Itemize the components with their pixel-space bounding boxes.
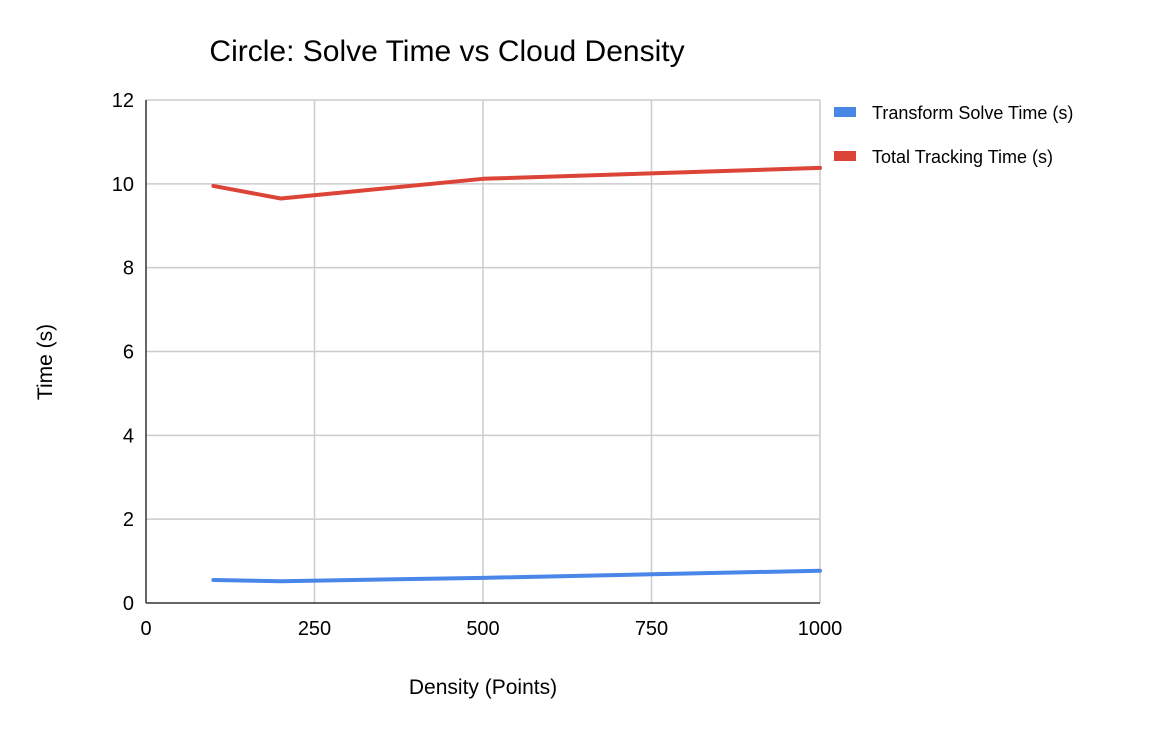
x-tick-label: 1000 [798,618,843,640]
x-tick-label: 750 [635,618,668,640]
tick-labels: 0 2 4 6 8 10 12 0 250 500 750 1000 [112,90,843,640]
y-tick-label: 2 [123,509,134,531]
legend-swatch-2 [834,151,856,161]
x-tick-label: 0 [140,618,151,640]
y-tick-label: 8 [123,258,134,280]
legend-label-1: Transform Solve Time (s) [872,103,1073,123]
y-tick-label: 6 [123,342,134,364]
y-axis-label: Time (s) [34,324,57,400]
legend-swatch-1 [834,107,856,117]
series-line-2 [211,165,822,201]
x-tick-label: 250 [298,618,331,640]
x-tick-label: 500 [466,618,499,640]
series-line-1 [211,568,822,584]
y-tick-label: 4 [123,425,134,447]
y-tick-label: 0 [123,593,134,615]
y-tick-label: 12 [112,90,134,112]
axes [145,100,820,604]
y-tick-label: 10 [112,174,134,196]
series-lines [211,165,822,584]
x-axis-label: Density (Points) [409,676,557,699]
legend-label-2: Total Tracking Time (s) [872,147,1053,167]
grid-lines [146,99,821,603]
chart-title: Circle: Solve Time vs Cloud Density [209,35,684,68]
legend: Transform Solve Time (s) Total Tracking T… [834,103,1073,167]
